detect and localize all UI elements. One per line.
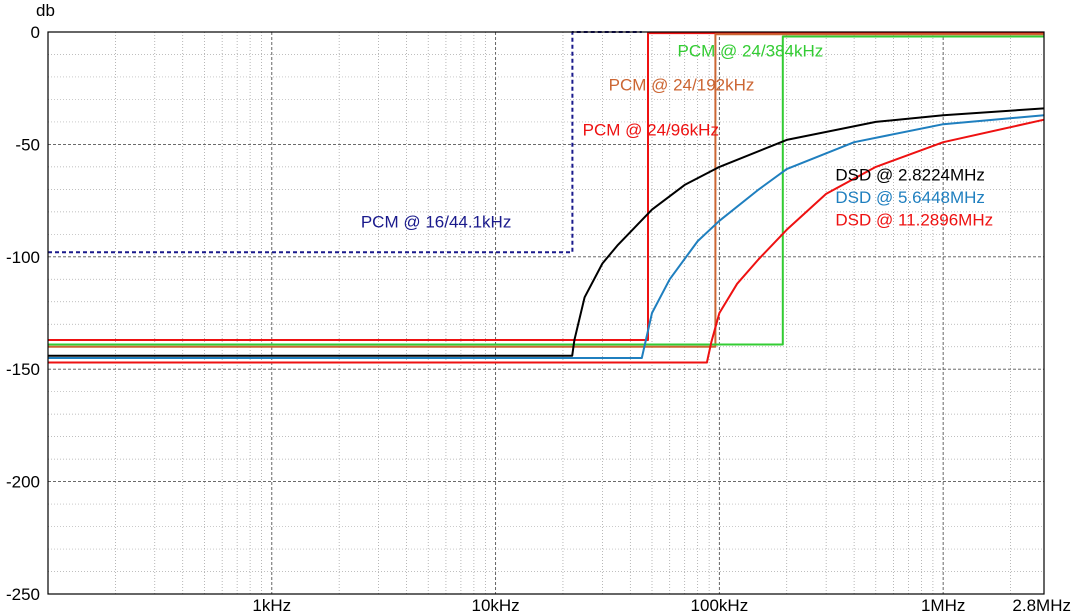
series-line-6 xyxy=(48,114,1045,359)
series-lines xyxy=(48,31,1045,364)
x-tick-label: 1MHz xyxy=(921,596,965,615)
x-tick-labels: 1kHz 10kHz 100kHz 1MHz 2.8MHz xyxy=(252,596,1071,615)
series-annotation: DSD @ 2.8224MHz xyxy=(835,165,985,184)
series-annotation: PCM @ 24/96kHz xyxy=(583,120,719,139)
y-axis-label: db xyxy=(36,1,55,20)
y-tick-label: 0 xyxy=(31,23,40,42)
series-line-5 xyxy=(48,107,1045,357)
x-tick-label: 1kHz xyxy=(252,596,291,615)
series-annotation: PCM @ 24/384kHz xyxy=(677,42,823,61)
series-annotation: DSD @ 11.2896MHz xyxy=(835,210,993,229)
series-annotation: PCM @ 16/44.1kHz xyxy=(361,213,511,232)
x-tick-label: 2.8MHz xyxy=(1012,596,1071,615)
y-tick-label: -200 xyxy=(6,473,40,492)
y-tick-label: -50 xyxy=(15,135,40,154)
series-line-4 xyxy=(48,35,1044,346)
y-tick-label: -150 xyxy=(6,360,40,379)
series-annotation: PCM @ 24/192kHz xyxy=(609,75,755,94)
y-tick-label: -100 xyxy=(6,248,40,267)
series-annotations: PCM @ 16/44.1kHz PCM @ 24/96kHz PCM @ 24/1… xyxy=(361,42,993,232)
plot-frame xyxy=(47,31,1045,595)
series-line-3 xyxy=(48,33,1044,348)
series-line-7 xyxy=(48,118,1045,364)
x-tick-label: 10kHz xyxy=(471,596,519,615)
series-annotation: DSD @ 5.6448MHz xyxy=(835,188,985,207)
plot-background xyxy=(48,32,1044,594)
x-tick-label: 100kHz xyxy=(691,596,749,615)
grid xyxy=(48,32,1044,594)
series-line-2 xyxy=(48,32,1044,341)
y-tick-labels: 0 -50 -100 -150 -200 -250 xyxy=(6,23,40,604)
y-tick-label: -250 xyxy=(6,585,40,604)
